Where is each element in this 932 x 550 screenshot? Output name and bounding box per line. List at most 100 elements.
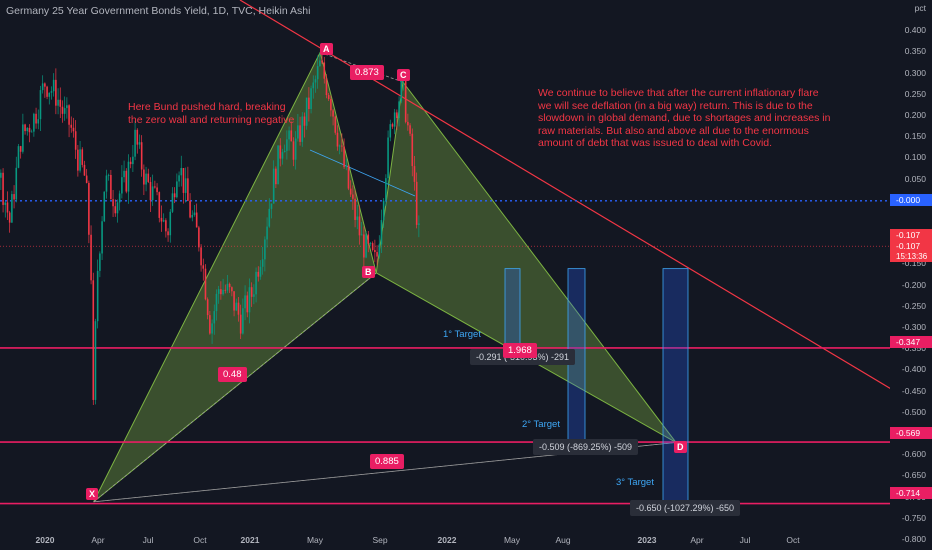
candle-body [270,203,273,209]
candle-body [330,99,332,111]
candle-body [28,127,31,133]
close-price-label: -0.107 [890,240,932,252]
candle-body [272,168,275,204]
note-outlook: We continue to believe that after the cu… [538,87,831,149]
candle-body [382,200,385,221]
y-tick-label: -0.300 [901,322,926,332]
candle-body [204,268,207,300]
candle-body [297,125,299,139]
measure-2: -0.509 (-869.25%) -509 [533,439,639,455]
candle-body [356,216,359,220]
candle-body [415,181,418,225]
candle-body [343,146,345,168]
candle-body [398,101,400,118]
candle-body [242,308,244,334]
candle-body [165,220,167,232]
candle-body [143,169,145,185]
x-tick-label: Sep [372,535,388,545]
candle-body [37,119,40,124]
target-2-label: 2° Target [522,419,560,430]
candle-body [264,239,266,260]
candle-body [169,211,172,236]
candle-body [202,265,205,269]
candle-body [235,302,238,311]
price-axis[interactable]: pct 0.400 0.350 0.300 0.250 0.200 0.150 0.100 0… [890,0,932,550]
candle-body [176,181,178,198]
candle-body [411,133,414,167]
candle-body [13,194,15,200]
candle-body [323,62,326,79]
candle-body [358,216,361,236]
candle-body [15,167,18,200]
x-tick-label: May [503,535,521,545]
candle-body [391,124,394,127]
candle-body [90,234,92,281]
candle-body [279,145,282,159]
candle-body [68,105,70,125]
candle-body [310,88,312,109]
x-tick-label: 2020 [35,535,55,545]
candle-body [59,99,62,107]
candle-body [99,253,101,271]
y-tick-label: -0.650 [901,470,926,481]
candle-body [206,299,209,316]
candle-body [2,172,4,205]
candle-body [63,108,66,114]
y-tick-label: -0.400 [901,364,926,375]
candle-body [191,214,194,218]
candle-body [129,161,132,165]
ratio-bd-badge: 1.968 [503,343,537,358]
y-tick-label: 0.400 [904,25,926,36]
candle-body [239,314,242,334]
candle-body [275,168,277,185]
candle-body [30,131,33,133]
candle-body [70,124,73,128]
ratio-xb-badge: 0.48 [218,367,247,382]
candle-body [321,60,323,63]
x-tick-label: Jul [142,535,154,545]
candle-body [308,97,310,109]
candle-body [6,202,9,213]
candle-body [396,112,398,118]
candle-body [367,234,370,244]
candle-body [338,145,341,147]
candle-body [101,221,103,254]
candle-body [389,124,392,138]
candle-body [228,283,231,288]
axis-unit: pct [914,3,926,13]
candle-body [81,149,84,165]
candle-body [125,170,128,192]
y-tick-label: -0.150 [901,258,926,269]
level-714-label: -0.714 [890,487,932,499]
y-tick-label: 0.200 [904,110,926,120]
candle-body [26,127,29,132]
candle-body [187,178,189,201]
candle-body [217,289,220,294]
candle-body [299,125,301,142]
candle-body [46,86,48,97]
y-tick-label: -0.350 [901,343,926,354]
candle-body [345,165,348,168]
candle-body [332,110,334,117]
candle-body [268,208,271,227]
candle-body [231,287,233,292]
point-d-label: D [674,441,687,453]
candle-body [244,295,246,309]
candle-body [290,130,293,142]
level-347-label: -0.347 [890,336,932,348]
candle-body [341,145,343,147]
y-tick-label: -0.600 [901,449,926,460]
point-b-label: B [362,266,375,278]
candle-body [83,164,86,176]
candle-body [257,271,260,277]
candle-body [127,161,130,192]
candle-body [103,191,106,222]
candle-body [334,116,337,133]
y-tick-label: -0.450 [901,385,926,396]
candle-body [105,175,108,192]
candle-body [209,315,211,334]
candle-body [259,266,262,277]
candle-body [33,113,35,132]
candle-body [118,193,121,203]
